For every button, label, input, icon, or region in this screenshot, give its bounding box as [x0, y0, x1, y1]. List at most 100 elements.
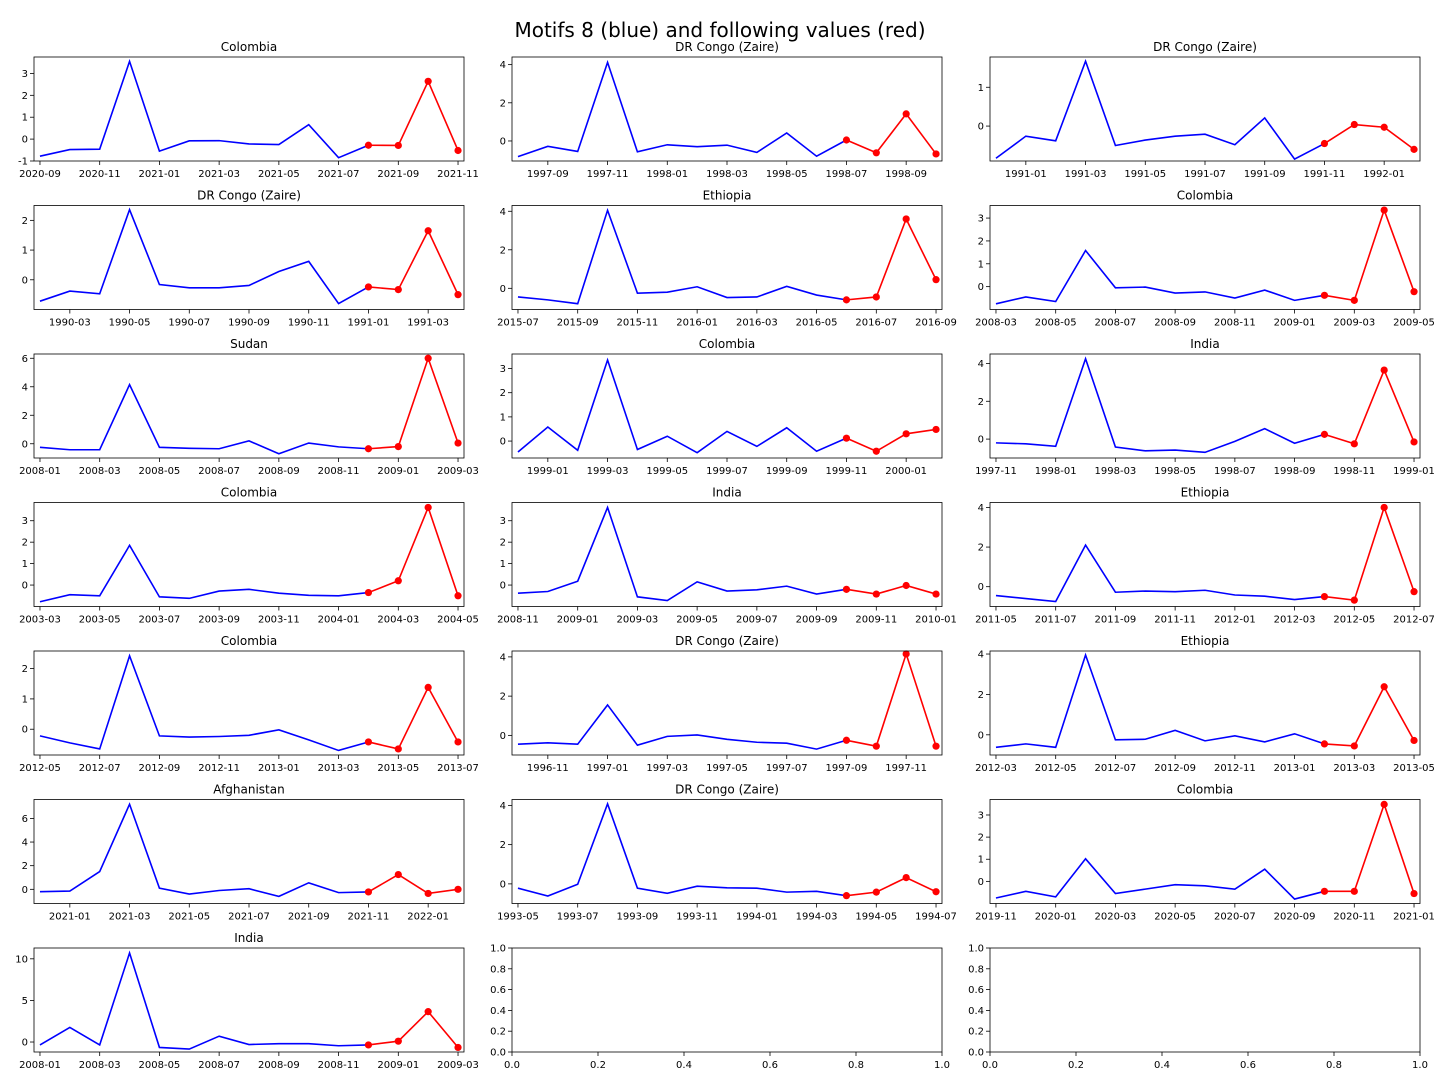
x-tick-label: 2012-11	[198, 763, 240, 774]
x-tick-label: 2008-11	[318, 1060, 360, 1071]
x-tick-label: 1990-03	[49, 318, 91, 329]
y-tick-label: 2	[978, 236, 984, 247]
following-point	[364, 588, 373, 597]
x-tick-label: 1998-05	[1154, 466, 1196, 477]
x-tick-label: 2009-01	[377, 466, 419, 477]
following-point	[424, 503, 432, 512]
y-tick-label: 0.8	[490, 964, 506, 975]
x-tick-label: 2021-09	[377, 169, 419, 180]
following-line	[1324, 685, 1415, 747]
x-tick-label: 1991-01	[348, 318, 390, 329]
x-tick-label: 2012-07	[1095, 763, 1137, 774]
motif-line	[995, 543, 1325, 603]
motif-line	[39, 207, 369, 305]
x-tick-label: 1998-05	[766, 169, 808, 180]
x-tick-label: 2008-11	[1214, 318, 1256, 329]
following-point	[424, 227, 432, 235]
following-point	[932, 276, 940, 284]
following-point	[1350, 120, 1358, 129]
y-tick-label: 2	[978, 543, 984, 554]
x-tick-label: 2020-11	[79, 169, 121, 180]
subplot-title: DR Congo (Zaire)	[675, 40, 779, 54]
x-tick-label: 1998-03	[1095, 466, 1137, 477]
following-point	[1350, 742, 1358, 750]
x-tick-label: 1992-01	[1363, 169, 1405, 180]
x-tick-label: 2020-11	[1333, 912, 1375, 923]
following-line	[1324, 801, 1415, 894]
x-tick-label: 1994-01	[736, 912, 778, 923]
x-tick-label: 2009-01	[1274, 318, 1316, 329]
x-tick-label: 2016-09	[915, 318, 957, 329]
x-tick-label: 2004-01	[318, 615, 360, 626]
x-tick-label: 1998-01	[1035, 466, 1077, 477]
following-point	[394, 285, 402, 294]
x-tick-label: 1993-05	[497, 912, 539, 923]
subplot-title: Colombia	[221, 40, 277, 54]
x-tick-label: 0.2	[1068, 1060, 1084, 1071]
x-tick-label: 1997-09	[527, 169, 569, 180]
x-tick-label: 2021-01	[1393, 912, 1435, 923]
motif-line	[995, 857, 1325, 900]
y-tick-label: 0	[978, 282, 984, 293]
following-point	[1320, 740, 1329, 748]
plot-frame	[989, 502, 1421, 607]
x-tick-label: 2019-11	[975, 912, 1017, 923]
subplot-title: Ethiopia	[1181, 634, 1230, 648]
following-line	[1324, 207, 1415, 302]
x-tick-label: 2008-07	[198, 466, 240, 477]
x-tick-label: 2009-11	[855, 615, 897, 626]
y-tick-label: 5	[22, 996, 28, 1007]
x-tick-label: 1991-11	[1304, 169, 1346, 180]
following-point	[454, 439, 462, 447]
x-tick-label: 2021-11	[348, 912, 390, 923]
plot-frame	[33, 799, 465, 904]
y-tick-label: 1	[978, 855, 984, 866]
x-tick-label: 1991-09	[1244, 169, 1286, 180]
y-tick-label: 0	[22, 1038, 28, 1049]
x-tick-label: 1999-07	[706, 466, 748, 477]
y-tick-label: 0.8	[968, 964, 984, 975]
motif-line	[517, 207, 847, 305]
x-tick-label: 2013-05	[1393, 763, 1435, 774]
following-point	[1410, 736, 1418, 745]
x-tick-label: 2003-03	[19, 615, 61, 626]
subplot-title: Colombia	[221, 486, 277, 500]
following-point	[872, 888, 880, 896]
following-point	[1380, 683, 1388, 691]
following-point	[902, 215, 910, 223]
x-tick-label: 2003-11	[258, 615, 300, 626]
x-tick-label: 2012-05	[19, 763, 61, 774]
subplot-title: Colombia	[699, 337, 755, 351]
following-point	[424, 683, 432, 691]
x-tick-label: 2009-05	[676, 615, 718, 626]
subplot-6: Colombia 2008-03 2008-05 2008-07 2008-09 2008…	[975, 189, 1435, 329]
following-point	[932, 590, 940, 598]
motif-line	[995, 249, 1325, 305]
plot-frame	[989, 947, 1421, 1053]
x-tick-label: 2013-03	[318, 763, 360, 774]
x-tick-label: 2008-01	[19, 1060, 61, 1071]
x-tick-label: 1997-11	[885, 763, 927, 774]
y-tick-label: 4	[500, 60, 506, 71]
following-point	[454, 1043, 462, 1052]
y-tick-label: 3	[500, 364, 506, 375]
x-tick-label: 2021-03	[109, 912, 151, 923]
y-tick-label: 0.4	[490, 1006, 506, 1017]
following-point	[364, 283, 373, 291]
following-line	[368, 1010, 459, 1048]
plot-frame	[511, 353, 943, 459]
following-point	[454, 146, 462, 155]
motif-line	[517, 505, 847, 602]
y-tick-label: 1	[22, 559, 28, 570]
x-tick-label: 2010-01	[915, 615, 957, 626]
x-tick-label: 2009-01	[377, 1060, 419, 1071]
x-tick-label: 2012-03	[1274, 615, 1316, 626]
x-tick-label: 1997-09	[826, 763, 868, 774]
x-tick-label: 1997-11	[587, 169, 629, 180]
following-point	[454, 592, 462, 600]
following-point	[364, 1041, 373, 1049]
y-tick-label: 2	[500, 692, 506, 703]
following-point	[842, 434, 851, 442]
following-point	[872, 742, 880, 750]
following-point	[842, 585, 851, 593]
